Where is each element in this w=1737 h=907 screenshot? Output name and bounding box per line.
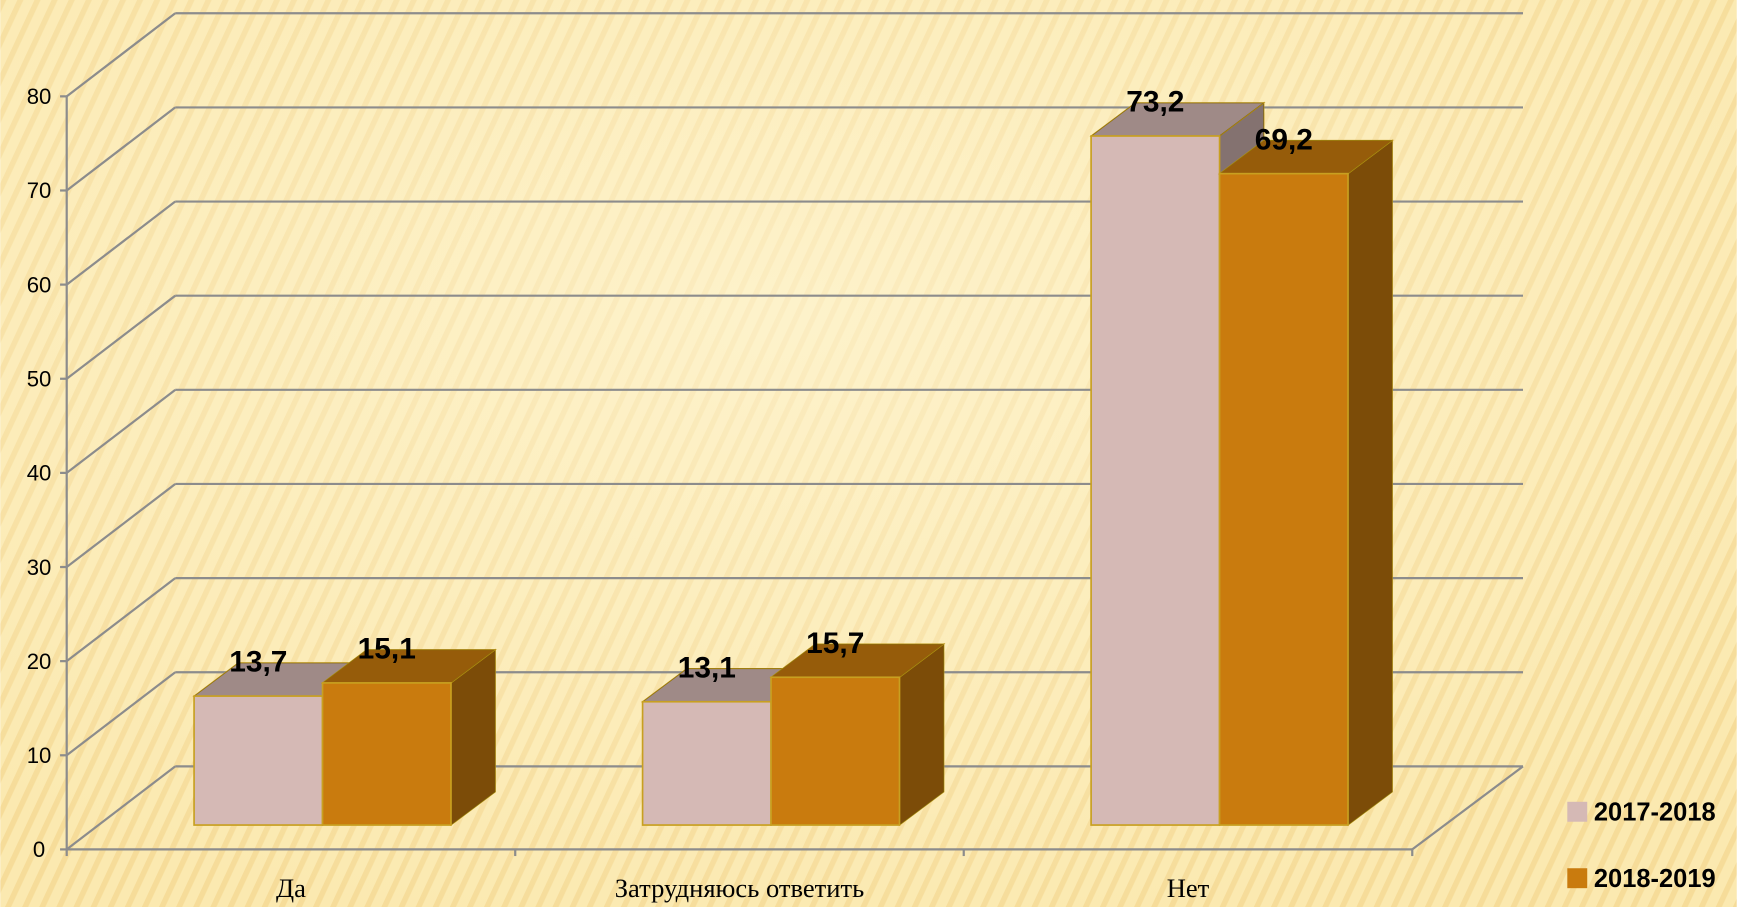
y-tick-label: 30 (27, 555, 52, 580)
bar-top-shade (1091, 102, 1264, 136)
value-label: 13,1 (678, 651, 736, 684)
grid-line-side (66, 671, 176, 757)
bar (1090, 135, 1221, 826)
value-label: 13,7 (229, 646, 287, 679)
y-tick-label: 50 (27, 366, 52, 391)
y-tick-label: 20 (27, 649, 52, 674)
bar-top-shade (1219, 140, 1393, 174)
x-tick-label: Затрудняюсь ответить (615, 873, 864, 903)
legend-swatch (1567, 801, 1588, 822)
value-label: 15,1 (358, 633, 416, 666)
bar (193, 695, 324, 826)
legend-label: 2017-2018 (1594, 799, 1716, 827)
bar (641, 700, 772, 826)
bar (770, 676, 901, 826)
value-label: 15,7 (806, 627, 864, 660)
bar-side-shade (450, 649, 496, 826)
x-tick-label: Да (276, 873, 306, 903)
bar-top-shade (771, 644, 944, 678)
grid-line-side (66, 765, 176, 851)
y-tick-label: 0 (33, 837, 45, 862)
floor-edge (1411, 765, 1524, 851)
value-label: 69,2 (1255, 123, 1313, 156)
bar-side-shade (899, 644, 944, 826)
plot: 0 10 20 30 40 50 60 70 80 Да 13,7 15,1 Затрудняюсь о… (27, 12, 1716, 903)
bar (321, 682, 452, 826)
grid-line-side (66, 106, 176, 192)
bar-side-shade (1348, 140, 1393, 826)
x-tick-label: Нет (1167, 873, 1210, 903)
grid-line-side (66, 200, 176, 286)
grid-line-side (66, 483, 176, 568)
y-tick-label: 70 (27, 178, 52, 203)
bar (1218, 172, 1349, 826)
y-tick-label: 40 (27, 461, 52, 486)
y-tick-label: 10 (27, 743, 52, 768)
grid-line-side (66, 388, 176, 474)
legend-swatch (1567, 868, 1588, 889)
grid-line-side (66, 577, 176, 663)
y-tick-label: 60 (27, 272, 52, 297)
grid-line-side (66, 12, 176, 98)
y-tick-label: 80 (27, 84, 52, 109)
value-label: 73,2 (1126, 86, 1184, 119)
bar-top-shade (322, 649, 496, 683)
legend-label: 2018-2019 (1594, 865, 1716, 893)
grid-line-side (66, 294, 176, 380)
